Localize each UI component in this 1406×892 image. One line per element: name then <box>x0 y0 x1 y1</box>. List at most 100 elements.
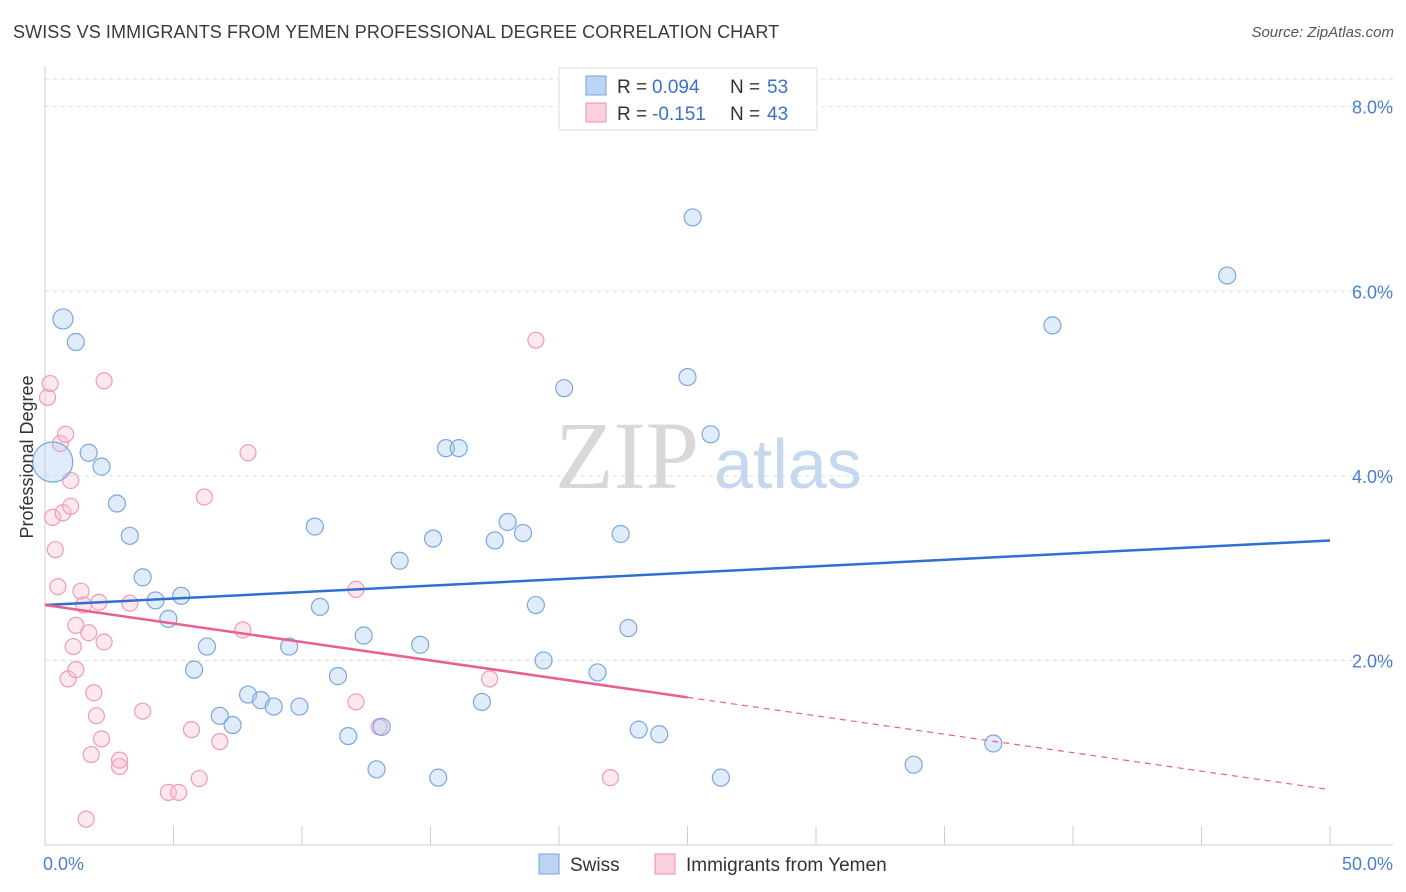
swiss-points <box>32 208 1237 787</box>
swiss-point-10 <box>172 586 191 605</box>
swiss-point-0 <box>32 441 74 483</box>
swiss-point-4 <box>92 457 111 476</box>
axes <box>44 66 1393 846</box>
swiss-point-31 <box>436 439 456 458</box>
swiss-point-41 <box>611 524 630 544</box>
swiss-point-25 <box>367 760 386 779</box>
swiss-point-18 <box>280 637 299 656</box>
yemen-point-27 <box>121 594 139 612</box>
yemen-points <box>38 331 620 828</box>
swiss-point-48 <box>711 768 731 787</box>
source-label: Source: ZipAtlas.com <box>1251 24 1394 41</box>
swiss-point-45 <box>678 367 697 387</box>
yemen-point-4 <box>49 577 67 596</box>
legend-swatch-yemen <box>585 102 607 123</box>
swiss-point-44 <box>650 725 669 744</box>
yemen-point-35 <box>234 621 252 639</box>
yemen-trend-extension <box>687 696 1331 791</box>
legend-r-label-1: R = <box>617 104 647 125</box>
swiss-point-42 <box>619 619 638 638</box>
swiss-point-13 <box>210 706 229 725</box>
yemen-point-0 <box>38 388 57 406</box>
swiss-point-36 <box>513 523 533 543</box>
y-tick-label-1: 4.0% <box>1352 467 1393 487</box>
yemen-point-7 <box>56 425 75 443</box>
swiss-point-12 <box>197 637 217 656</box>
bottom-legend-swiss: Swiss <box>570 855 620 876</box>
swiss-point-33 <box>472 692 491 712</box>
yemen-point-24 <box>95 372 113 390</box>
yemen-point-31 <box>182 721 201 739</box>
legend-r-label-0: R = <box>617 77 647 98</box>
legend-bottom: Swiss Immigrants from Yemen <box>538 853 887 876</box>
y-tick-label-2: 6.0% <box>1352 282 1393 302</box>
yemen-point-13 <box>67 661 85 679</box>
y-tick-label-3: 8.0% <box>1352 98 1393 118</box>
legend-n-value-0: 53 <box>767 77 788 98</box>
swiss-point-21 <box>310 597 330 616</box>
yemen-point-42 <box>601 769 620 787</box>
swiss-point-43 <box>629 720 648 739</box>
swiss-point-40 <box>588 663 607 682</box>
swiss-point-19 <box>290 697 309 716</box>
yemen-point-40 <box>481 670 499 688</box>
yemen-point-16 <box>77 810 95 828</box>
watermark-atlas: atlas <box>714 425 862 503</box>
swiss-point-11 <box>184 660 204 679</box>
swiss-point-47 <box>701 425 720 444</box>
yemen-point-32 <box>190 769 208 788</box>
yemen-point-22 <box>92 730 111 748</box>
swiss-trend-line <box>44 539 1331 607</box>
x-tick-label-0: 0.0% <box>43 854 84 874</box>
gridlines <box>45 78 1393 661</box>
chart-title: SWISS VS IMMIGRANTS FROM YEMEN PROFESSIO… <box>13 22 780 42</box>
bottom-legend-swatch-swiss <box>538 853 560 875</box>
watermark: ZIP atlas <box>555 402 862 509</box>
swiss-point-14 <box>223 715 242 735</box>
swiss-point-35 <box>498 512 517 532</box>
yemen-trend-line <box>44 603 688 699</box>
swiss-point-38 <box>534 651 553 670</box>
yemen-point-1 <box>41 374 59 393</box>
swiss-point-37 <box>526 595 545 615</box>
y-tick-labels: 2.0% 4.0% 6.0% 8.0% <box>1352 98 1393 672</box>
swiss-point-5 <box>107 494 127 513</box>
yemen-point-11 <box>64 637 82 656</box>
swiss-point-46 <box>683 208 702 227</box>
yemen-point-20 <box>87 707 106 725</box>
y-axis-label: Professional Degree <box>17 375 37 538</box>
yemen-point-36 <box>239 444 257 462</box>
legend-top: R = 0.094 N = 53 R = -0.151 N = 43 <box>558 67 818 131</box>
swiss-point-30 <box>429 768 448 787</box>
yemen-point-14 <box>72 582 90 600</box>
legend-n-value-1: 43 <box>767 104 788 125</box>
swiss-point-20 <box>305 517 324 536</box>
yemen-point-38 <box>347 693 365 711</box>
x-tick-label-1: 50.0% <box>1342 854 1393 874</box>
swiss-point-50 <box>984 734 1003 753</box>
bottom-legend-yemen: Immigrants from Yemen <box>686 855 887 876</box>
legend-n-label-1: N = <box>730 104 760 125</box>
yemen-point-30 <box>170 783 188 801</box>
swiss-point-27 <box>390 551 409 570</box>
yemen-point-2 <box>44 508 62 526</box>
swiss-point-51 <box>1043 316 1062 335</box>
swiss-point-6 <box>120 526 139 545</box>
legend-swatch-swiss <box>585 75 607 96</box>
trend-lines <box>44 539 1331 791</box>
swiss-point-34 <box>485 531 504 550</box>
swiss-point-1 <box>52 308 74 330</box>
legend-n-label-0: N = <box>730 77 760 98</box>
bottom-legend-swatch-yemen <box>654 853 676 875</box>
legend-r-value-0: 0.094 <box>652 77 700 98</box>
yemen-point-25 <box>110 757 129 776</box>
swiss-point-49 <box>904 755 923 774</box>
yemen-point-3 <box>46 541 64 559</box>
yemen-point-17 <box>80 624 98 642</box>
swiss-point-28 <box>411 635 430 654</box>
legend-r-value-1: -0.151 <box>652 104 706 125</box>
swiss-point-23 <box>339 726 358 746</box>
yemen-point-33 <box>195 488 213 506</box>
swiss-point-26 <box>372 717 391 736</box>
